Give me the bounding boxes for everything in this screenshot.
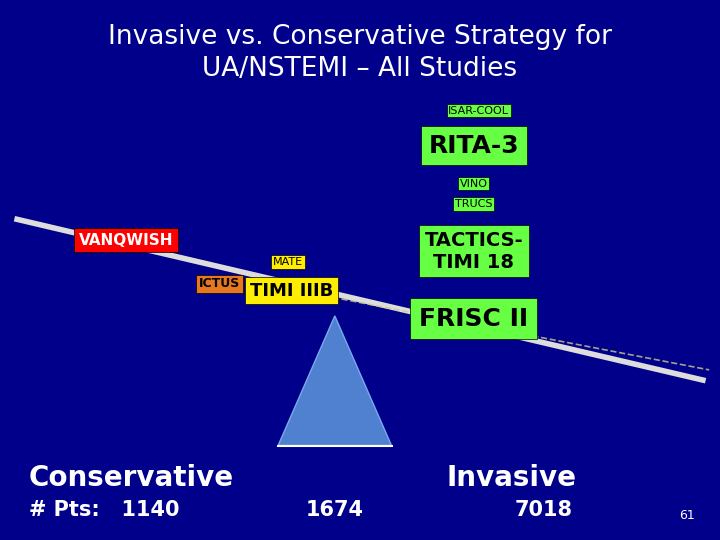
Text: 61: 61 xyxy=(679,509,695,522)
Text: VANQWISH: VANQWISH xyxy=(78,233,174,248)
Text: VINO: VINO xyxy=(460,179,487,188)
Text: # Pts:   1140: # Pts: 1140 xyxy=(29,500,179,521)
Polygon shape xyxy=(278,316,392,446)
Text: 1674: 1674 xyxy=(306,500,364,521)
Text: Conservative: Conservative xyxy=(29,464,234,492)
Text: FRISC II: FRISC II xyxy=(419,307,528,330)
Text: TRUCS: TRUCS xyxy=(455,199,492,209)
Text: TIMI IIIB: TIMI IIIB xyxy=(250,281,333,300)
Text: Invasive vs. Conservative Strategy for
UA/NSTEMI – All Studies: Invasive vs. Conservative Strategy for U… xyxy=(108,24,612,82)
Text: Invasive: Invasive xyxy=(446,464,577,492)
Text: 7018: 7018 xyxy=(515,500,573,521)
Text: RITA-3: RITA-3 xyxy=(428,134,519,158)
Text: MATE: MATE xyxy=(273,257,303,267)
Text: ISAR-COOL: ISAR-COOL xyxy=(449,106,509,116)
Text: TACTICS-
TIMI 18: TACTICS- TIMI 18 xyxy=(425,231,523,272)
Text: ICTUS: ICTUS xyxy=(199,277,240,290)
